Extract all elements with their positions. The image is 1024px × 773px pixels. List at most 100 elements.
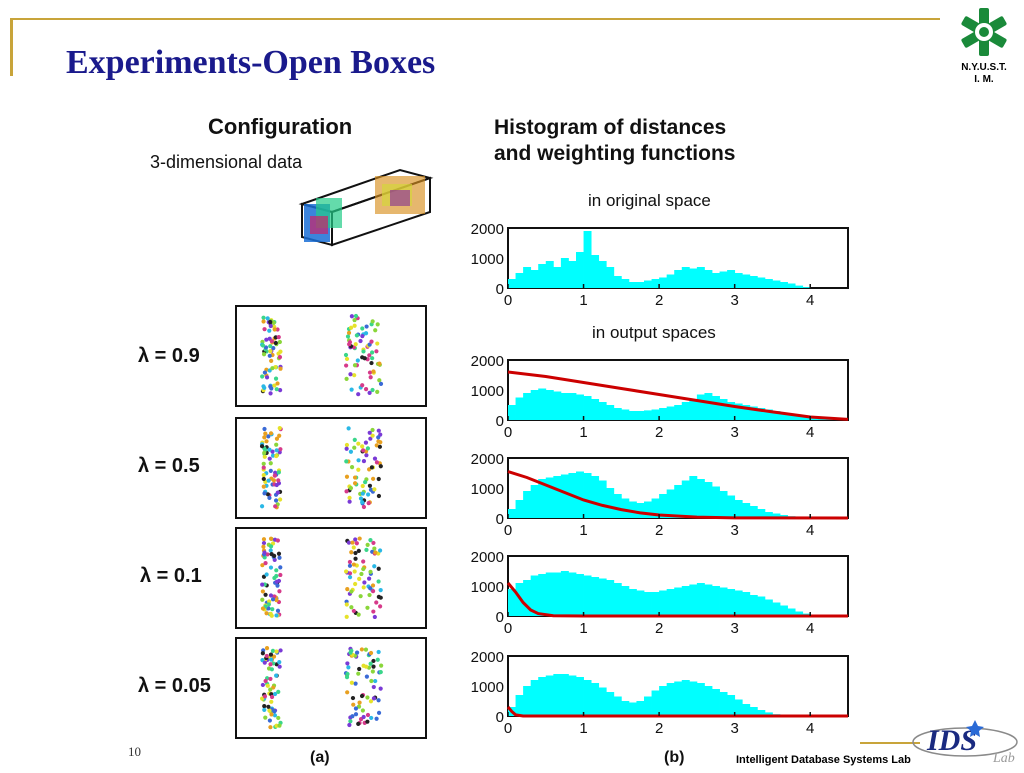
cluster-point	[353, 363, 357, 367]
histogram-bar	[538, 389, 546, 421]
cluster-point	[360, 334, 364, 338]
histogram-bar	[674, 682, 682, 717]
x-tick-label: 1	[579, 522, 587, 539]
histogram-bar	[523, 491, 531, 518]
y-tick-label: 0	[496, 511, 504, 528]
cluster-point	[353, 582, 357, 586]
cluster-point	[276, 690, 280, 694]
cluster-point	[347, 426, 351, 430]
cluster-point	[354, 706, 358, 710]
cluster-point	[268, 662, 272, 666]
cluster-point	[350, 314, 354, 318]
histogram-bar	[508, 405, 516, 420]
cluster-point	[359, 594, 363, 598]
histogram-bar	[614, 408, 622, 420]
histogram-bar	[742, 503, 750, 518]
cluster-point	[274, 568, 278, 572]
x-tick-label: 0	[504, 720, 512, 737]
histogram-bar	[788, 284, 796, 289]
cluster-point	[376, 322, 380, 326]
histogram-bar	[742, 704, 750, 716]
histogram-bar	[599, 481, 607, 519]
cluster-point	[373, 615, 377, 619]
cluster-point	[360, 355, 364, 359]
histogram-bar	[712, 689, 720, 716]
cluster-point	[260, 583, 264, 587]
histogram-bar	[704, 585, 712, 617]
cluster-point	[366, 492, 370, 496]
cluster-point	[277, 470, 281, 474]
histogram-bar	[561, 393, 569, 420]
cluster-point	[267, 329, 271, 333]
histogram-bar	[516, 500, 524, 518]
histogram-bar	[584, 680, 592, 716]
cluster-point	[270, 339, 274, 343]
x-tick-label: 0	[504, 424, 512, 441]
cluster-point	[376, 435, 380, 439]
cluster-point	[369, 375, 373, 379]
cluster-point	[369, 679, 373, 683]
cluster-point	[369, 339, 373, 343]
slide-title: Experiments-Open Boxes	[66, 44, 435, 82]
cluster-point	[357, 577, 361, 581]
x-tick-label: 2	[655, 292, 663, 309]
cluster-point	[274, 376, 278, 380]
cluster-point	[260, 374, 264, 378]
cluster-point	[347, 331, 351, 335]
y-tick-label: 2000	[471, 451, 504, 468]
cluster-point	[344, 353, 348, 357]
histogram-bar	[803, 287, 811, 288]
cluster-point	[262, 435, 266, 439]
histogram-bar	[682, 267, 690, 288]
cluster-point	[352, 609, 356, 613]
cluster-point	[271, 597, 275, 601]
y-tick-label: 2000	[471, 549, 504, 566]
x-tick-label: 4	[806, 522, 814, 539]
cluster-point	[365, 675, 369, 679]
cluster-point	[345, 690, 349, 694]
cluster-point	[345, 475, 349, 479]
cluster-point	[372, 546, 376, 550]
histogram-bar	[735, 273, 743, 288]
histogram-bar	[621, 701, 629, 716]
histogram-bar	[636, 701, 644, 716]
configuration-panel-3	[236, 638, 426, 738]
cluster-point	[349, 486, 353, 490]
histogram-bar	[599, 579, 607, 617]
cluster-point	[269, 612, 273, 616]
cluster-point	[344, 489, 348, 493]
cluster-point	[357, 701, 361, 705]
cluster-point	[262, 541, 266, 545]
y-tick-label: 2000	[471, 353, 504, 370]
cluster-point	[272, 554, 276, 558]
cluster-point	[265, 646, 269, 650]
cluster-point	[271, 649, 275, 653]
histogram-bar	[576, 395, 584, 421]
cluster-point	[361, 708, 365, 712]
cluster-point	[262, 477, 266, 481]
histogram-bar	[667, 407, 675, 421]
histogram-bar	[704, 270, 712, 288]
histogram-bar	[516, 695, 524, 716]
histogram-bar	[546, 261, 554, 288]
histogram-bar	[667, 275, 675, 289]
histogram-bar	[644, 592, 652, 616]
histogram-bar	[523, 267, 531, 288]
cluster-point	[261, 651, 265, 655]
y-tick-label: 1000	[471, 579, 504, 596]
cluster-point	[355, 333, 359, 337]
cluster-point	[265, 375, 269, 379]
histogram-bar	[584, 396, 592, 420]
cluster-point	[264, 679, 268, 683]
cluster-point	[263, 432, 267, 436]
cluster-point	[360, 647, 364, 651]
x-tick-label: 0	[504, 292, 512, 309]
cluster-point	[353, 481, 357, 485]
cluster-point	[278, 565, 282, 569]
cluster-point	[278, 497, 282, 501]
cluster-point	[269, 712, 273, 716]
cluster-point	[269, 565, 273, 569]
cluster-point	[349, 649, 353, 653]
histogram-bar	[780, 282, 788, 288]
cluster-point	[278, 648, 282, 652]
